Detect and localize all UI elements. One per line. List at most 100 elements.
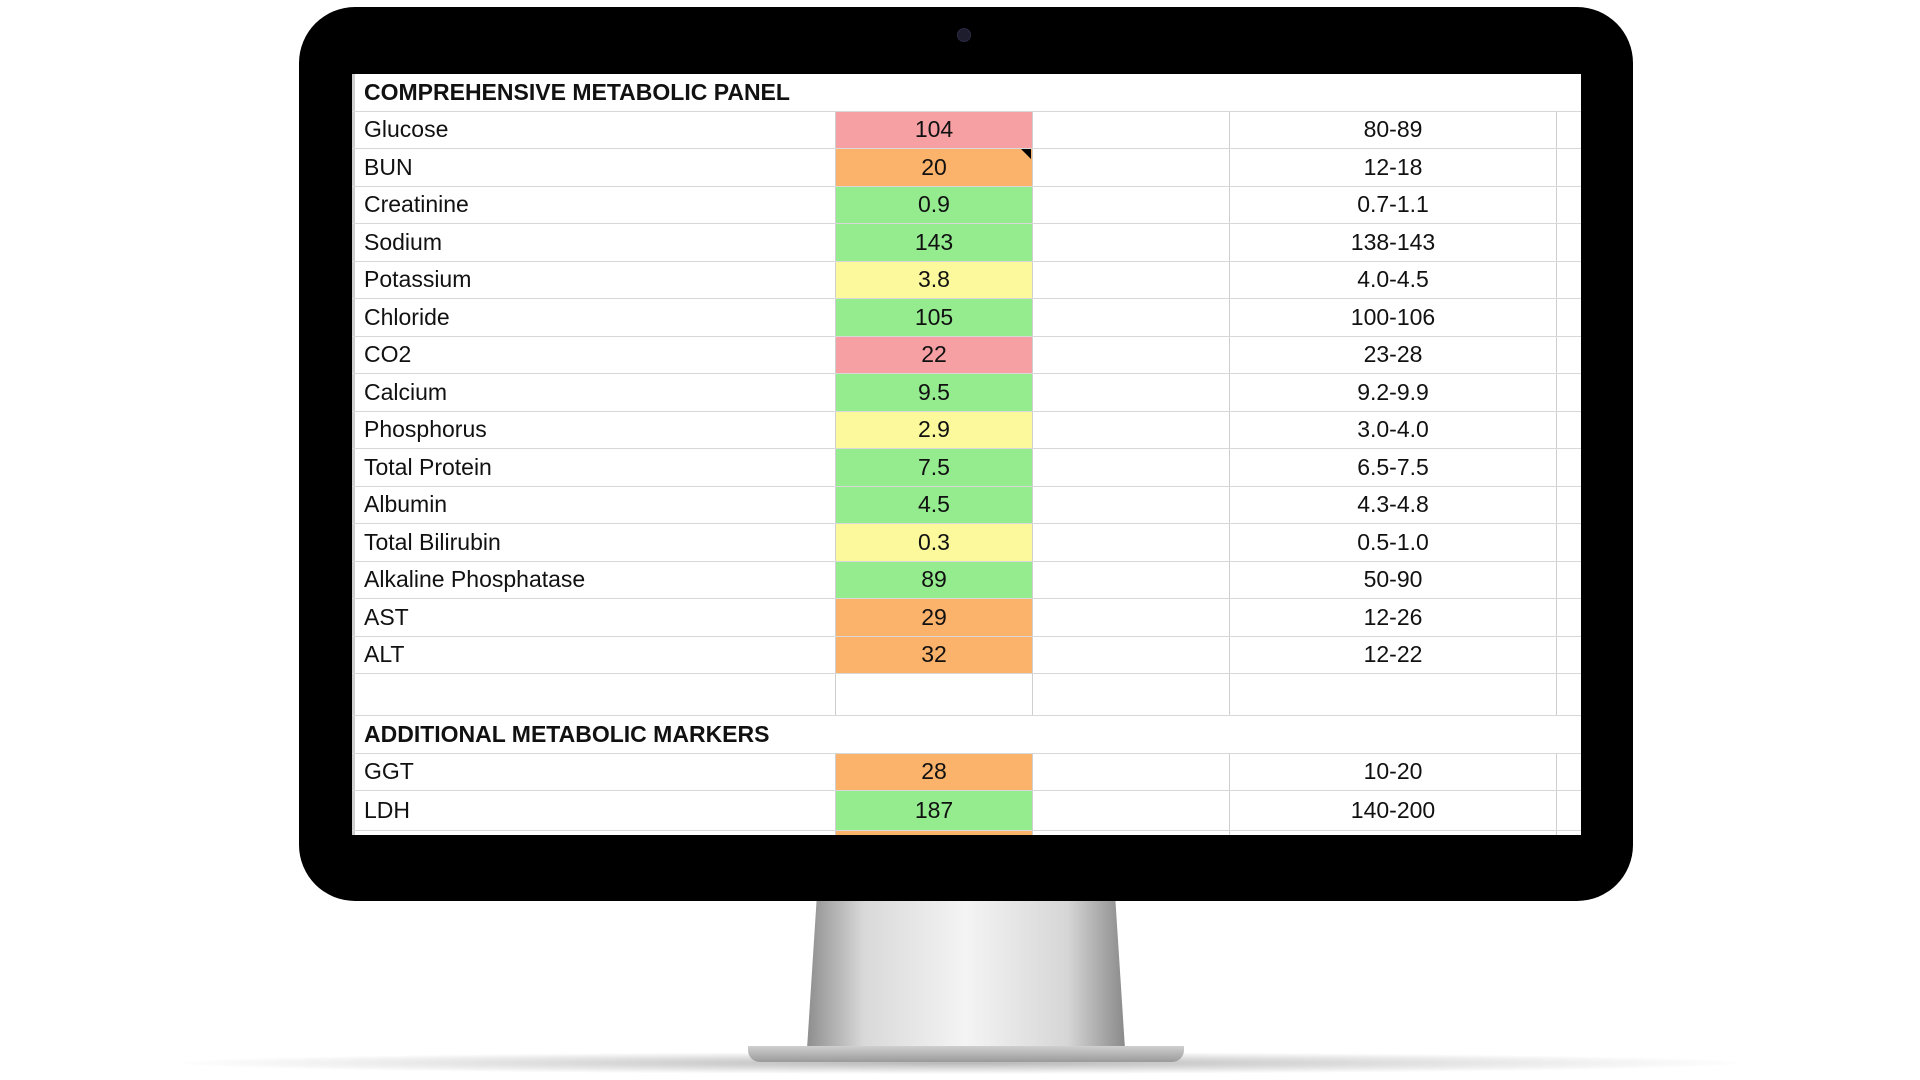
edge-cell[interactable] xyxy=(1557,791,1581,830)
test-name-cell[interactable]: ALT xyxy=(352,636,835,673)
test-value-cell[interactable]: 4.5 xyxy=(835,486,1033,523)
edge-cell[interactable] xyxy=(1557,262,1581,299)
test-name-cell[interactable]: GGT xyxy=(352,753,835,790)
edge-cell[interactable] xyxy=(1557,412,1581,449)
edge-cell[interactable] xyxy=(1557,187,1581,224)
empty-cell[interactable] xyxy=(1033,299,1230,336)
reference-range-cell[interactable]: 0.7-1.1 xyxy=(1230,186,1557,223)
empty-cell[interactable] xyxy=(1033,791,1230,830)
edge-cell[interactable] xyxy=(1557,487,1581,524)
reference-range-cell[interactable]: 80-89 xyxy=(1230,111,1557,148)
edge-cell[interactable] xyxy=(1557,299,1581,336)
test-value-cell[interactable]: 3.8 xyxy=(835,261,1033,298)
reference-range-cell[interactable]: 3.0-4.0 xyxy=(1230,411,1557,448)
test-value-cell[interactable]: 0.9 xyxy=(835,186,1033,223)
test-value-cell[interactable]: 187 xyxy=(835,791,1033,830)
edge-cell[interactable] xyxy=(1557,754,1581,791)
reference-range-cell[interactable]: 12-18 xyxy=(1230,149,1557,186)
test-name-cell[interactable]: CO2 xyxy=(352,336,835,373)
edge-cell[interactable] xyxy=(1557,374,1581,411)
test-value-cell[interactable]: 2.9 xyxy=(835,411,1033,448)
test-value-cell[interactable]: 28 xyxy=(835,753,1033,790)
test-value-cell[interactable]: 20 xyxy=(835,149,1033,186)
test-value-cell[interactable]: 143 xyxy=(835,224,1033,261)
empty-cell[interactable] xyxy=(1033,411,1230,448)
reference-range-cell[interactable]: 140-200 xyxy=(1230,791,1557,830)
reference-range-cell[interactable]: 9.2-9.9 xyxy=(1230,374,1557,411)
reference-range-cell[interactable]: 4.3-4.8 xyxy=(1230,486,1557,523)
empty-cell[interactable] xyxy=(1033,374,1230,411)
empty-cell[interactable] xyxy=(1033,224,1230,261)
empty-cell[interactable] xyxy=(1033,261,1230,298)
test-name-cell[interactable] xyxy=(352,831,835,835)
comment-indicator-icon[interactable] xyxy=(1021,149,1031,159)
table-row: Creatinine 0.9 0.7-1.1 xyxy=(352,186,1581,224)
reference-range-cell[interactable]: 12-26 xyxy=(1230,599,1557,636)
empty-cell[interactable] xyxy=(1033,831,1230,835)
test-name-cell[interactable]: Total Protein xyxy=(352,449,835,486)
empty-cell[interactable] xyxy=(352,674,835,715)
edge-cell[interactable] xyxy=(1557,831,1581,835)
table-row: Albumin 4.5 4.3-4.8 xyxy=(352,486,1581,524)
empty-cell[interactable] xyxy=(1033,149,1230,186)
test-value-cell[interactable]: 32 xyxy=(835,636,1033,673)
empty-cell[interactable] xyxy=(1033,449,1230,486)
empty-cell[interactable] xyxy=(1033,753,1230,790)
test-value-cell[interactable]: 22 xyxy=(835,336,1033,373)
test-value-cell[interactable]: 105 xyxy=(835,299,1033,336)
monitor-base xyxy=(748,1046,1184,1062)
test-name-cell[interactable]: Creatinine xyxy=(352,186,835,223)
reference-range-cell[interactable]: 50-90 xyxy=(1230,561,1557,598)
empty-cell[interactable] xyxy=(1033,674,1230,715)
reference-range-cell[interactable]: 6.5-7.5 xyxy=(1230,449,1557,486)
test-name-cell[interactable]: Alkaline Phosphatase xyxy=(352,561,835,598)
edge-cell[interactable] xyxy=(1557,112,1581,149)
test-value-cell[interactable]: 29 xyxy=(835,599,1033,636)
test-value-cell[interactable] xyxy=(835,831,1033,835)
test-name-cell[interactable]: Potassium xyxy=(352,261,835,298)
test-value-cell[interactable]: 9.5 xyxy=(835,374,1033,411)
reference-range-cell[interactable]: 0.5-1.0 xyxy=(1230,524,1557,561)
reference-range-cell[interactable]: 12-22 xyxy=(1230,636,1557,673)
edge-cell[interactable] xyxy=(1557,149,1581,186)
reference-range-cell[interactable]: 23-28 xyxy=(1230,336,1557,373)
empty-cell[interactable] xyxy=(1033,486,1230,523)
test-name-cell[interactable]: Albumin xyxy=(352,486,835,523)
edge-cell[interactable] xyxy=(1557,637,1581,674)
reference-range-cell[interactable]: 138-143 xyxy=(1230,224,1557,261)
edge-cell[interactable] xyxy=(1557,337,1581,374)
test-value-cell[interactable]: 7.5 xyxy=(835,449,1033,486)
section-title[interactable]: COMPREHENSIVE METABOLIC PANEL xyxy=(352,74,1581,111)
empty-cell[interactable] xyxy=(835,674,1033,715)
edge-cell[interactable] xyxy=(1557,449,1581,486)
empty-cell[interactable] xyxy=(1033,561,1230,598)
reference-range-cell[interactable]: 10-20 xyxy=(1230,753,1557,790)
test-name-cell[interactable]: BUN xyxy=(352,149,835,186)
test-name-cell[interactable]: Calcium xyxy=(352,374,835,411)
test-name-cell[interactable]: Chloride xyxy=(352,299,835,336)
empty-cell[interactable] xyxy=(1033,186,1230,223)
test-name-cell[interactable]: Phosphorus xyxy=(352,411,835,448)
test-name-cell[interactable]: Glucose xyxy=(352,111,835,148)
test-name-cell[interactable]: Total Bilirubin xyxy=(352,524,835,561)
edge-cell[interactable] xyxy=(1557,224,1581,261)
test-name-cell[interactable]: LDH xyxy=(352,791,835,830)
empty-cell[interactable] xyxy=(1033,636,1230,673)
empty-cell[interactable] xyxy=(1230,674,1557,715)
test-value-cell[interactable]: 0.3 xyxy=(835,524,1033,561)
reference-range-cell[interactable] xyxy=(1230,831,1557,835)
empty-cell[interactable] xyxy=(1033,599,1230,636)
empty-cell[interactable] xyxy=(1033,524,1230,561)
reference-range-cell[interactable]: 4.0-4.5 xyxy=(1230,261,1557,298)
section-title[interactable]: ADDITIONAL METABOLIC MARKERS xyxy=(352,716,1581,753)
edge-cell[interactable] xyxy=(1557,524,1581,561)
edge-cell[interactable] xyxy=(1557,599,1581,636)
reference-range-cell[interactable]: 100-106 xyxy=(1230,299,1557,336)
test-name-cell[interactable]: AST xyxy=(352,599,835,636)
test-value-cell[interactable]: 104 xyxy=(835,111,1033,148)
test-value-cell[interactable]: 89 xyxy=(835,561,1033,598)
edge-cell[interactable] xyxy=(1557,562,1581,599)
empty-cell[interactable] xyxy=(1033,111,1230,148)
test-name-cell[interactable]: Sodium xyxy=(352,224,835,261)
empty-cell[interactable] xyxy=(1033,336,1230,373)
